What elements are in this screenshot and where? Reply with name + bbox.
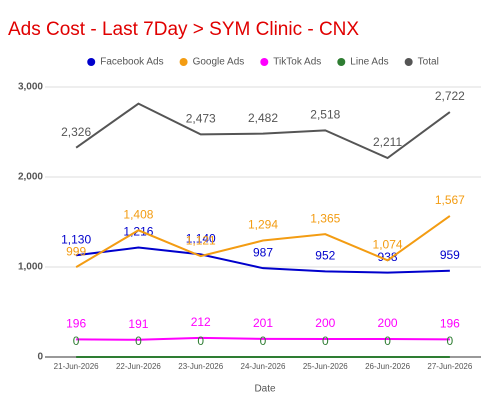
data-label: 0 bbox=[447, 334, 454, 348]
data-label: 2,518 bbox=[310, 108, 340, 122]
data-label: 196 bbox=[440, 317, 460, 331]
series-line bbox=[75, 215, 451, 268]
data-label: 212 bbox=[191, 315, 211, 329]
legend-swatch bbox=[337, 58, 346, 66]
y-tick-label: 0 bbox=[37, 352, 43, 363]
y-tick-label: 1,000 bbox=[18, 262, 43, 273]
series-line bbox=[76, 336, 450, 341]
x-tick-label: 21-Jun-2026 bbox=[54, 362, 99, 371]
legend-label: Line Ads bbox=[350, 57, 388, 68]
x-tick-label: 26-Jun-2026 bbox=[365, 362, 410, 371]
data-label: 1,294 bbox=[248, 218, 278, 232]
data-label: 2,473 bbox=[186, 112, 216, 126]
data-label: 2,482 bbox=[248, 111, 278, 125]
y-tick-label: 2,000 bbox=[18, 172, 43, 183]
data-label: 0 bbox=[197, 334, 204, 348]
data-label: 0 bbox=[384, 334, 391, 348]
legend-swatch bbox=[260, 58, 269, 66]
data-label: 2,722 bbox=[435, 89, 465, 103]
data-label: 959 bbox=[440, 248, 460, 262]
legend-swatch bbox=[404, 58, 413, 66]
legend-label: Total bbox=[418, 57, 439, 68]
data-label: 0 bbox=[135, 334, 142, 348]
legend-swatch bbox=[87, 58, 96, 66]
series-line bbox=[76, 246, 450, 274]
data-label: 2,326 bbox=[61, 125, 91, 139]
x-tick-label: 23-Jun-2026 bbox=[178, 362, 223, 371]
legend-label: TikTok Ads bbox=[273, 57, 321, 68]
data-label: 200 bbox=[378, 316, 398, 330]
data-label: 987 bbox=[253, 245, 273, 259]
x-axis-title: Date bbox=[254, 384, 276, 395]
legend-label: Google Ads bbox=[193, 57, 245, 68]
data-label: 201 bbox=[253, 316, 273, 330]
data-label: 1,567 bbox=[435, 193, 465, 207]
data-label: 200 bbox=[315, 316, 335, 330]
series-line bbox=[75, 102, 451, 160]
data-label: 0 bbox=[260, 334, 267, 348]
data-label: 938 bbox=[378, 250, 398, 264]
legend: Facebook Ads Google Ads TikTok Ads Line Ads… bbox=[87, 57, 439, 68]
x-tick-label: 25-Jun-2026 bbox=[303, 362, 348, 371]
data-label: 2,211 bbox=[373, 135, 402, 149]
legend-swatch bbox=[179, 58, 188, 66]
data-label: 1,408 bbox=[123, 207, 153, 221]
data-label: 1,121 bbox=[186, 233, 216, 247]
data-label: 1,140 bbox=[186, 232, 216, 246]
data-label: 999 bbox=[66, 244, 86, 258]
legend-label: Facebook Ads bbox=[100, 57, 163, 68]
x-tick-label: 24-Jun-2026 bbox=[241, 362, 286, 371]
x-tick-label: 22-Jun-2026 bbox=[116, 362, 161, 371]
data-label: 1,365 bbox=[310, 211, 340, 225]
y-tick-label: 3,000 bbox=[18, 82, 43, 93]
data-label: 1,130 bbox=[61, 232, 91, 246]
chart-title: Ads Cost - Last 7Day > SYM Clinic - CNX bbox=[8, 19, 359, 40]
data-label: 0 bbox=[322, 334, 329, 348]
data-label: 952 bbox=[315, 248, 335, 262]
data-label: 0 bbox=[73, 334, 80, 348]
data-label: 1,074 bbox=[373, 238, 403, 252]
data-label: 196 bbox=[66, 317, 86, 331]
x-tick-label: 27-Jun-2026 bbox=[427, 362, 472, 371]
data-label: 191 bbox=[128, 317, 148, 331]
